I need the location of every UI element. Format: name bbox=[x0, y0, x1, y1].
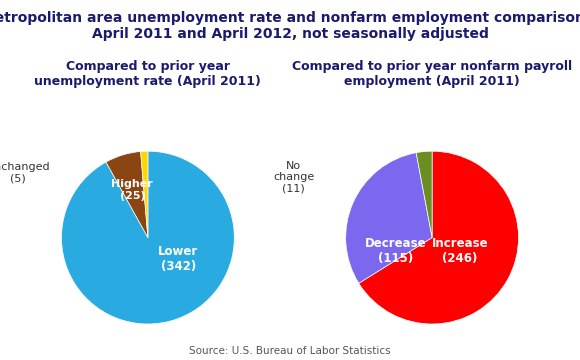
Text: Source: U.S. Bureau of Labor Statistics: Source: U.S. Bureau of Labor Statistics bbox=[189, 346, 391, 356]
Wedge shape bbox=[106, 152, 148, 238]
Text: Higher
(25): Higher (25) bbox=[111, 179, 153, 201]
Text: Metropolitan area unemployment rate and nonfarm employment comparisons,
April 20: Metropolitan area unemployment rate and … bbox=[0, 11, 580, 41]
Wedge shape bbox=[346, 153, 432, 283]
Wedge shape bbox=[416, 151, 432, 238]
Title: Compared to prior year nonfarm payroll
employment (April 2011): Compared to prior year nonfarm payroll e… bbox=[292, 60, 572, 88]
Title: Compared to prior year
unemployment rate (April 2011): Compared to prior year unemployment rate… bbox=[34, 60, 262, 88]
Text: Lower
(342): Lower (342) bbox=[158, 245, 198, 273]
Text: No
change
(11): No change (11) bbox=[273, 161, 314, 194]
Wedge shape bbox=[61, 151, 234, 324]
Text: Decrease
(115): Decrease (115) bbox=[365, 237, 427, 265]
Wedge shape bbox=[359, 151, 519, 324]
Text: Unchanged
(5): Unchanged (5) bbox=[0, 162, 50, 184]
Text: Increase
(246): Increase (246) bbox=[432, 237, 488, 265]
Wedge shape bbox=[140, 151, 148, 238]
